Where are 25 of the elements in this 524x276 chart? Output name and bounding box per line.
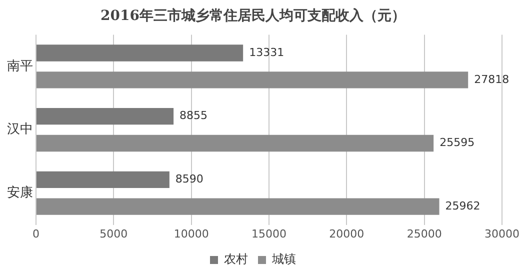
data-label: 27818 (474, 72, 510, 86)
x-tick-label: 15000 (252, 227, 286, 240)
x-tick-label: 30000 (484, 227, 520, 240)
data-label: 25595 (440, 136, 475, 150)
bar (36, 72, 468, 88)
y-tick-label: 南平 (7, 58, 33, 74)
x-tick-label: 0 (32, 227, 40, 240)
y-tick-label: 安康 (7, 184, 33, 201)
data-label: 25962 (445, 199, 480, 212)
legend-label: 城镇 (271, 252, 296, 266)
x-tick-label: 10000 (174, 227, 209, 240)
y-tick-label: 汉中 (7, 122, 33, 138)
data-label: 8590 (175, 172, 204, 186)
bar (36, 171, 170, 188)
x-tick-label: 25000 (406, 227, 442, 240)
data-label: 8855 (180, 109, 208, 122)
data-label: 13331 (249, 46, 284, 59)
bar (36, 108, 174, 125)
bar (36, 198, 440, 215)
x-tick-label: 20000 (329, 227, 364, 240)
x-tick-label: 5000 (100, 227, 128, 240)
bar (36, 44, 244, 62)
bar (36, 134, 434, 152)
chart-title: 2016年三市城乡常住居民人均可支配收入（元） (100, 7, 406, 24)
legend-label: 农村 (224, 252, 248, 266)
